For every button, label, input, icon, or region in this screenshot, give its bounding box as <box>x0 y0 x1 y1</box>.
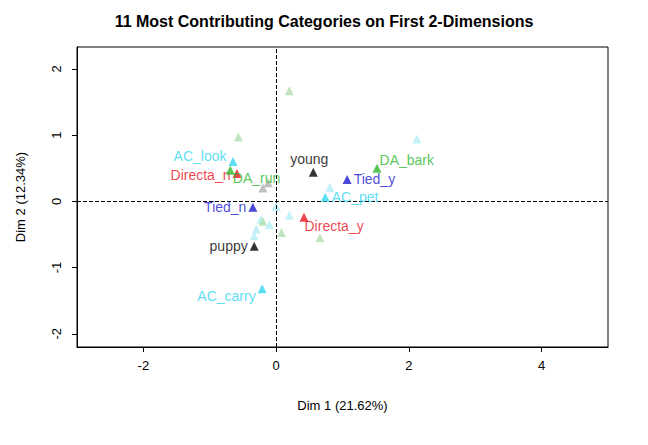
svg-text:4: 4 <box>538 358 545 373</box>
svg-text:Tied_y: Tied_y <box>354 171 396 187</box>
svg-text:-2: -2 <box>49 328 64 340</box>
svg-text:-1: -1 <box>49 262 64 274</box>
svg-text:puppy: puppy <box>210 238 248 254</box>
svg-text:2: 2 <box>49 65 64 72</box>
svg-text:AC_look: AC_look <box>174 148 228 164</box>
svg-text:0: 0 <box>49 198 64 205</box>
svg-text:DA_bark: DA_bark <box>380 152 435 168</box>
svg-text:Directa_n: Directa_n <box>171 167 231 183</box>
svg-text:0: 0 <box>273 358 280 373</box>
svg-text:1: 1 <box>49 131 64 138</box>
svg-text:DA_run: DA_run <box>233 170 280 186</box>
svg-text:young: young <box>290 151 328 167</box>
svg-text:AC_carry: AC_carry <box>197 288 255 304</box>
svg-text:11 Most Contributing Categorie: 11 Most Contributing Categories on First… <box>115 13 534 30</box>
svg-text:Tied_n: Tied_n <box>204 199 246 215</box>
svg-text:2: 2 <box>405 358 412 373</box>
svg-text:Dim 2 (12.34%): Dim 2 (12.34%) <box>13 152 28 242</box>
svg-text:Directa_y: Directa_y <box>305 218 364 234</box>
svg-text:Dim 1 (21.62%): Dim 1 (21.62%) <box>297 398 387 413</box>
svg-text:-2: -2 <box>138 358 150 373</box>
svg-text:AC_pet: AC_pet <box>332 189 379 205</box>
